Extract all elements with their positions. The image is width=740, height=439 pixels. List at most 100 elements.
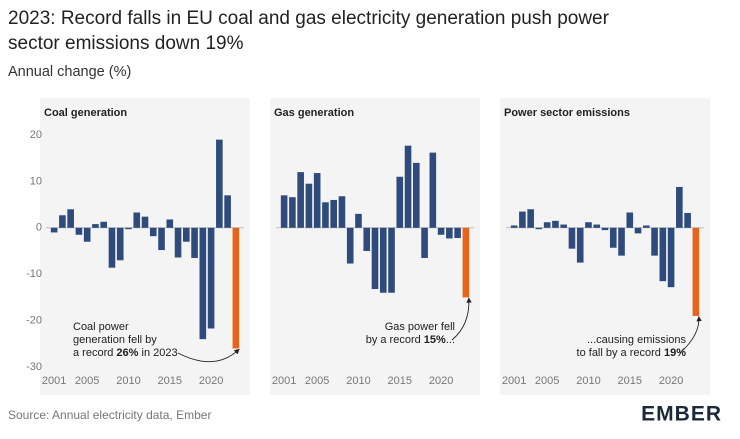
logo: EMBER bbox=[641, 403, 722, 426]
bar bbox=[659, 227, 667, 282]
annotation-text: Gas power fell bbox=[385, 321, 455, 333]
bar bbox=[371, 227, 379, 290]
bar bbox=[651, 227, 658, 256]
bar bbox=[346, 227, 354, 264]
annotation-text: 19% bbox=[664, 347, 686, 359]
bar bbox=[543, 222, 551, 228]
bar bbox=[100, 221, 107, 228]
bar bbox=[199, 227, 207, 340]
y-tick-label: -10 bbox=[26, 268, 42, 280]
x-tick-label: 2001 bbox=[272, 375, 296, 387]
annotation-arrow bbox=[177, 348, 240, 363]
annotation-text: a record bbox=[73, 347, 116, 359]
x-tick-label: 2005 bbox=[75, 375, 99, 387]
x-tick-label: 2001 bbox=[42, 375, 66, 387]
bar bbox=[183, 227, 190, 242]
bar bbox=[174, 227, 182, 258]
annotation-text: by a record bbox=[366, 334, 424, 346]
panel-title: Gas generation bbox=[274, 107, 354, 119]
x-tick-label: 2020 bbox=[429, 375, 453, 387]
annotation-text: 15% bbox=[424, 334, 446, 346]
bar bbox=[527, 209, 534, 228]
bar bbox=[50, 227, 58, 233]
bar bbox=[149, 227, 157, 237]
bar bbox=[158, 227, 165, 251]
bar bbox=[116, 227, 124, 261]
x-tick-label: 2005 bbox=[305, 375, 329, 387]
panel-background bbox=[40, 98, 250, 395]
bar bbox=[232, 227, 240, 349]
bar bbox=[388, 227, 395, 293]
panel-title: Power sector emissions bbox=[504, 107, 630, 119]
x-tick-label: 2020 bbox=[659, 375, 683, 387]
annotation: by a record 15%... bbox=[366, 334, 455, 346]
bar bbox=[133, 212, 141, 228]
bar bbox=[191, 227, 198, 258]
bar bbox=[396, 176, 404, 228]
annotation-text: 26% bbox=[116, 347, 138, 359]
annotation-text: generation fell by bbox=[73, 334, 157, 346]
bar bbox=[692, 227, 700, 316]
bar bbox=[330, 199, 337, 228]
chart-title: sector emissions down 19% bbox=[8, 33, 244, 54]
bar bbox=[338, 196, 346, 228]
bar bbox=[313, 173, 321, 228]
x-tick-label: 2015 bbox=[618, 375, 642, 387]
panel-background bbox=[500, 98, 710, 395]
panel-title: Coal generation bbox=[44, 107, 127, 119]
bar bbox=[322, 202, 329, 228]
bar bbox=[83, 227, 91, 242]
annotation: to fall by a record 19% bbox=[577, 347, 687, 359]
x-tick-label: 2015 bbox=[158, 375, 182, 387]
bar bbox=[446, 227, 453, 239]
bar bbox=[601, 227, 609, 231]
bar bbox=[667, 227, 675, 288]
x-tick-label: 2005 bbox=[535, 375, 559, 387]
annotation-text: to fall by a record bbox=[577, 347, 664, 359]
y-tick-label: -20 bbox=[26, 315, 42, 327]
y-tick-label: -30 bbox=[26, 361, 42, 373]
annotation: generation fell by bbox=[73, 334, 157, 346]
bar bbox=[609, 227, 617, 248]
bar bbox=[510, 225, 518, 228]
bar bbox=[421, 227, 428, 258]
bar bbox=[289, 197, 296, 228]
annotation: a record 26% in 2023 bbox=[73, 347, 178, 359]
chart-title: 2023: Record falls in EU coal and gas el… bbox=[8, 8, 610, 29]
y-tick-label: 20 bbox=[30, 129, 42, 141]
bar bbox=[108, 227, 116, 268]
annotation-text: ... bbox=[446, 334, 455, 346]
bar bbox=[429, 152, 437, 228]
x-tick-label: 2010 bbox=[116, 375, 140, 387]
bar bbox=[166, 219, 174, 228]
x-tick-label: 2001 bbox=[502, 375, 526, 387]
bar bbox=[125, 227, 132, 230]
bar bbox=[363, 227, 371, 251]
bar bbox=[75, 227, 83, 235]
bar bbox=[216, 139, 223, 228]
annotation-text: in 2023 bbox=[138, 347, 177, 359]
bar bbox=[552, 220, 559, 228]
annotation: Gas power fell bbox=[385, 321, 455, 333]
y-tick-label: 0 bbox=[36, 222, 42, 234]
x-tick-label: 2010 bbox=[576, 375, 600, 387]
bar bbox=[355, 213, 362, 228]
bar bbox=[297, 172, 304, 228]
bar bbox=[92, 224, 99, 228]
bar bbox=[576, 227, 584, 263]
x-tick-label: 2010 bbox=[346, 375, 370, 387]
bar bbox=[413, 162, 420, 228]
source: Source: Annual electricity data, Ember bbox=[8, 408, 211, 422]
bar bbox=[462, 227, 470, 298]
annotation-arrow bbox=[679, 315, 702, 354]
bar bbox=[568, 227, 576, 249]
bar bbox=[141, 216, 149, 228]
bar bbox=[224, 195, 231, 228]
bar bbox=[59, 215, 66, 228]
bar bbox=[634, 227, 642, 234]
bar bbox=[684, 212, 691, 228]
annotation: Coal power bbox=[73, 321, 129, 333]
bar bbox=[67, 209, 74, 228]
x-tick-label: 2020 bbox=[199, 375, 223, 387]
